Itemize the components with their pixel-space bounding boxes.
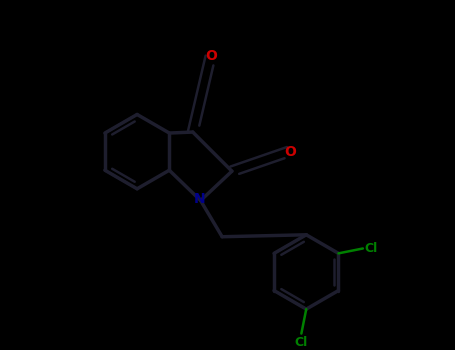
Text: Cl: Cl bbox=[365, 242, 378, 255]
Text: O: O bbox=[285, 145, 297, 159]
Text: O: O bbox=[205, 49, 217, 63]
Text: Cl: Cl bbox=[295, 336, 308, 349]
Text: N: N bbox=[194, 191, 205, 205]
